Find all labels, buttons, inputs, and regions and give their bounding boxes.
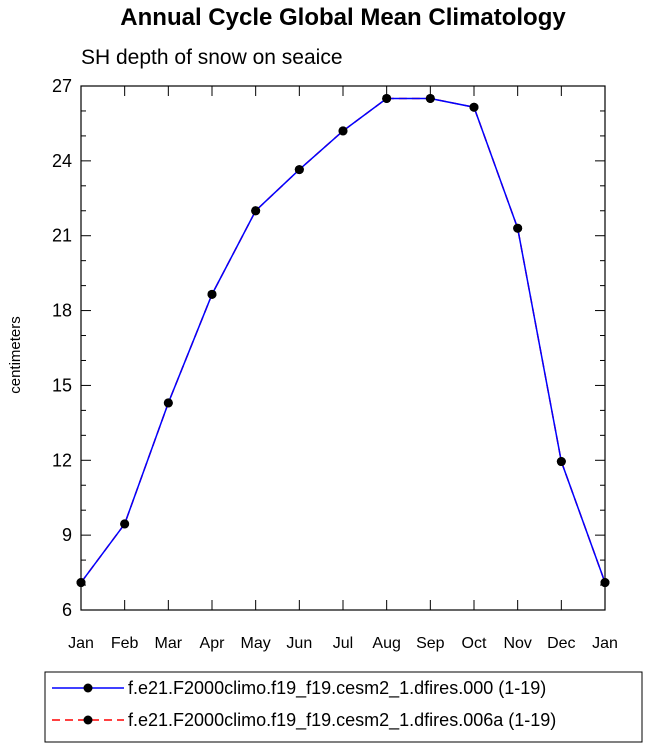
x-tick-label: Apr	[200, 635, 226, 652]
y-tick-label: 18	[52, 301, 72, 321]
x-tick-label: Aug	[372, 635, 400, 652]
x-tick-label: Dec	[547, 635, 575, 652]
data-point-series-1	[469, 102, 479, 112]
y-tick-label: 21	[52, 226, 72, 246]
plot-border	[80, 85, 606, 611]
x-tick-label: Sep	[416, 635, 445, 652]
x-tick-label: Feb	[111, 635, 139, 652]
data-point-series-1	[251, 206, 261, 216]
legend-marker-series-1	[83, 683, 93, 693]
legend-marker-series-2	[83, 715, 93, 725]
y-tick-label: 27	[52, 76, 72, 96]
series-line-1	[80, 97, 606, 584]
data-point-series-1	[76, 578, 86, 588]
data-point-series-1	[294, 165, 304, 175]
chart-title: Annual Cycle Global Mean Climatology	[120, 4, 566, 31]
legend-label-series-1: f.e21.F2000climo.f19_f19.cesm2_1.dfires.…	[128, 678, 546, 699]
y-tick-label: 6	[62, 600, 72, 620]
y-axis: 6 9 12 15 18 21 24 27	[52, 76, 605, 620]
chart-subtitle: SH depth of snow on seaice	[81, 46, 343, 69]
series-line-2	[80, 97, 606, 584]
x-tick-label: Mar	[155, 635, 183, 652]
data-point-series-1	[163, 398, 173, 408]
legend: f.e21.F2000climo.f19_f19.cesm2_1.dfires.…	[44, 671, 643, 743]
x-tick-label: May	[241, 635, 271, 652]
data-point-series-1	[207, 289, 217, 299]
x-tick-label: Jan	[592, 635, 618, 652]
y-tick-label: 24	[52, 151, 72, 171]
data-point-series-1	[338, 126, 348, 136]
data-point-series-1	[600, 578, 610, 588]
data-point-series-1	[556, 457, 566, 467]
x-tick-label: Jul	[333, 635, 353, 652]
legend-box	[44, 671, 643, 743]
x-tick-label: Nov	[503, 635, 531, 652]
x-tick-label: Oct	[462, 635, 487, 652]
x-tick-label: Jan	[68, 635, 94, 652]
legend-label-series-2: f.e21.F2000climo.f19_f19.cesm2_1.dfires.…	[128, 710, 556, 731]
y-tick-label: 9	[62, 525, 72, 545]
series-layer	[76, 93, 610, 588]
x-tick-label: Jun	[286, 635, 312, 652]
data-point-series-1	[120, 519, 130, 529]
x-axis: Jan Feb Mar Apr May Jun Jul Aug Sep Oct Nov Dec Jan	[68, 86, 618, 652]
data-point-series-1	[382, 93, 392, 103]
y-tick-label: 12	[52, 450, 72, 470]
y-axis-label: centimeters	[7, 316, 24, 394]
data-point-series-1	[513, 223, 523, 233]
plot-area	[80, 85, 606, 611]
y-tick-label: 15	[52, 375, 72, 395]
data-point-series-1	[425, 93, 435, 103]
